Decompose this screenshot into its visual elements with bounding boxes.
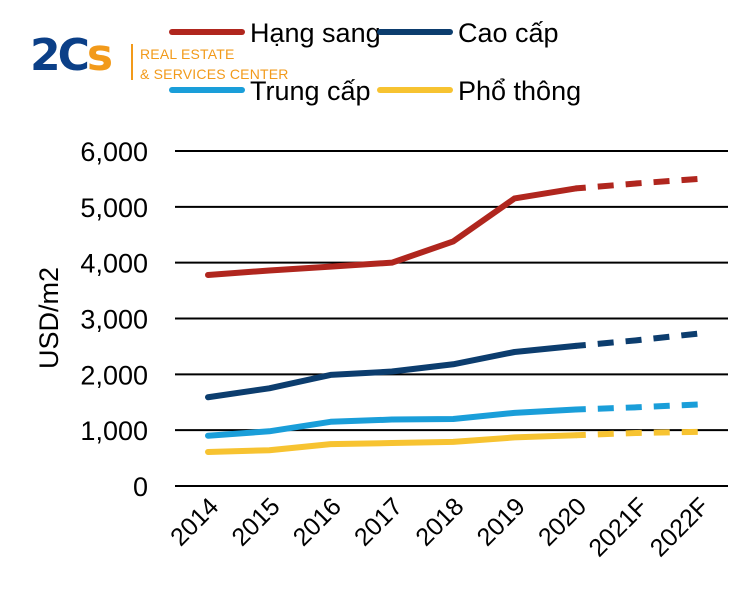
x-tick-label: 2018 (410, 492, 469, 551)
y-axis-label: USD/m2 (34, 267, 64, 369)
x-tick-label: 2017 (349, 492, 408, 551)
series-forecast-line (575, 330, 699, 349)
logo-text-line1: REAL ESTATE (140, 46, 235, 62)
y-tick-label: 3,000 (80, 305, 148, 335)
x-tick-label: 2016 (288, 492, 347, 551)
x-tick-label: 2022F (645, 492, 715, 562)
legend-label: Hạng sang (250, 18, 381, 48)
logo-mark-2: 2 (30, 30, 61, 81)
legend-label: Cao cấp (458, 18, 559, 48)
logo-text-line2: & SERVICES CENTER (140, 66, 289, 82)
y-tick-label: 6,000 (80, 137, 148, 167)
series-line (205, 342, 579, 401)
series-forecast-line (575, 175, 699, 192)
series-forecast-line (575, 401, 699, 413)
logo-mark-c: C (57, 30, 90, 81)
series-line (205, 406, 579, 439)
logo-divider (131, 44, 133, 80)
legend-label: Trung cấp (250, 76, 371, 106)
logo-mark: 2Cs (30, 28, 113, 84)
logo-mark-s: s (86, 30, 113, 81)
series-line (205, 432, 579, 455)
y-tick-label: 0 (133, 472, 148, 502)
x-tick-label: 2015 (226, 492, 285, 551)
series-forecast-line (575, 428, 699, 439)
y-tick-label: 5,000 (80, 193, 148, 223)
x-tick-label: 2019 (472, 492, 531, 551)
series-line (205, 185, 579, 278)
x-tick-label: 2021F (583, 492, 653, 562)
y-tick-label: 1,000 (80, 416, 148, 446)
legend-label: Phổ thông (458, 76, 581, 106)
brand-logo: 2Cs REAL ESTATE & SERVICES CENTER (30, 30, 290, 86)
y-tick-label: 2,000 (80, 360, 148, 390)
x-tick-label: 2014 (165, 492, 224, 551)
y-tick-label: 4,000 (80, 249, 148, 279)
